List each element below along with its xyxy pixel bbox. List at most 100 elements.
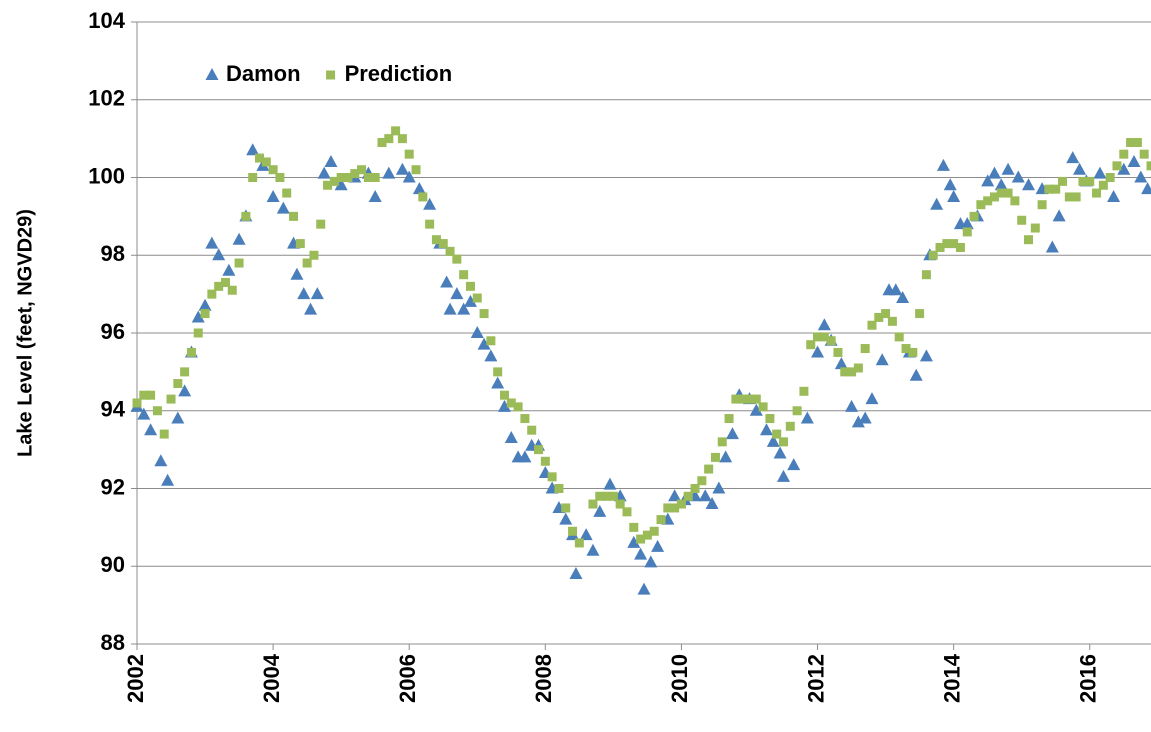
y-tick-label: 96 [101,319,125,344]
square-marker [1071,192,1081,202]
square-marker [908,347,918,357]
y-axis-label: Lake Level (feet, NGVD29) [14,209,36,457]
triangle-marker [198,298,212,311]
square-marker [996,188,1006,198]
triangle-marker [324,154,338,167]
square-marker [636,534,646,544]
square-marker [146,390,156,400]
triangle-marker [290,267,304,280]
y-tick-label: 104 [88,8,125,33]
square-marker [431,235,441,245]
triangle-marker [491,376,505,389]
triangle-marker [395,162,409,175]
square-marker [799,386,809,396]
triangle-marker [981,174,995,187]
triangle-marker [858,411,872,424]
triangle-marker [811,345,825,358]
square-marker [438,239,448,249]
triangle-marker [178,384,192,397]
square-marker [248,173,258,182]
square-marker [1126,138,1136,148]
square-marker [200,309,210,319]
triangle-marker [304,302,318,315]
square-marker [220,277,230,287]
square-marker [316,219,326,229]
square-marker [710,452,720,462]
triangle-marker [634,547,648,560]
triangle-marker [936,158,950,171]
square-marker [819,332,829,342]
square-marker [254,153,264,163]
square-marker [193,328,203,338]
square-marker [506,398,516,408]
square-marker [1085,176,1095,186]
square-marker [969,211,979,221]
square-marker [833,347,843,357]
square-marker [1112,161,1122,171]
triangle-marker [875,353,889,366]
triangle-marker [569,567,583,580]
square-marker [527,425,537,435]
square-marker [159,429,169,439]
triangle-marker [1022,178,1036,191]
triangle-marker [593,504,607,517]
square-marker [1064,192,1074,202]
triangle-marker [712,481,726,494]
triangle-marker [317,166,331,179]
square-marker [921,270,931,280]
triangle-marker [222,263,236,276]
square-marker [1146,161,1151,171]
square-marker [1105,173,1115,182]
square-marker [1024,235,1034,245]
triangle-marker [171,411,185,424]
square-marker [1119,149,1129,159]
square-marker [806,340,816,350]
y-tick-label: 90 [101,552,125,577]
square-marker [1030,223,1040,233]
square-marker [166,394,176,404]
square-marker [343,173,353,182]
triangle-marker [919,349,933,362]
square-marker [207,289,217,299]
triangle-marker [368,189,382,202]
triangle-marker [484,349,498,362]
square-marker [860,344,870,354]
triangle-marker [412,182,426,195]
square-marker [629,522,639,532]
y-tick-label: 94 [101,397,126,422]
square-marker [534,445,544,455]
triangle-marker [943,178,957,191]
square-marker [336,173,346,182]
square-marker [445,246,455,256]
square-marker [955,242,965,252]
square-marker [418,192,428,202]
triangle-marker [909,368,923,381]
triangle-marker [759,423,773,436]
square-marker [779,437,789,447]
square-marker [425,219,435,229]
triangle-marker [698,489,712,502]
square-marker [1037,200,1047,210]
x-tick-label: 2010 [667,654,692,703]
triangle-marker [310,287,324,300]
square-marker [731,394,741,404]
triangle-marker [504,430,518,443]
triangle-marker [266,189,280,202]
triangle-marker [994,178,1008,191]
square-marker [724,414,734,424]
square-marker [540,456,550,466]
square-marker [282,188,292,198]
x-tick-label: 2004 [259,653,284,703]
square-marker [656,515,666,525]
x-tick-label: 2002 [123,654,148,703]
triangle-marker [463,294,477,307]
triangle-marker [705,497,719,510]
square-marker [370,173,380,182]
square-marker [561,503,571,513]
square-marker [1044,184,1054,194]
square-marker [1058,176,1068,186]
triangle-marker [719,450,733,463]
triangle-marker [297,287,311,300]
legend-label: Damon [226,61,301,86]
y-tick-label: 98 [101,241,125,266]
